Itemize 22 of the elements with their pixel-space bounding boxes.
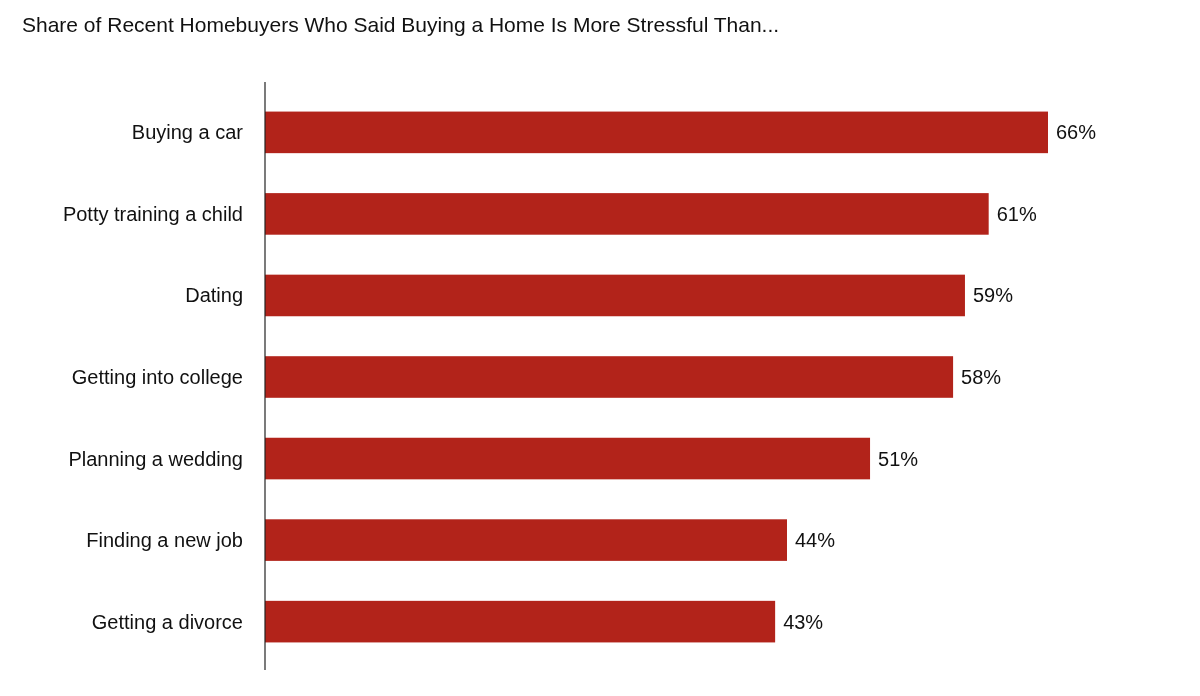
chart-title: Share of Recent Homebuyers Who Said Buying a Home Is More Stressful Than... [22,13,780,36]
data-label: 61% [996,202,1037,225]
data-label: 58% [961,366,1002,388]
bar [265,356,954,398]
bar [265,437,871,480]
y-tick-label: Buying a car [131,121,244,144]
data-label: 51% [878,447,919,470]
y-tick-label: Getting into college [71,366,243,388]
bar [265,600,776,643]
y-tick-label: Finding a new job [86,529,243,552]
y-tick-label: Dating [185,284,243,307]
data-label: 59% [972,284,1014,307]
y-tick-label: Getting a divorce [91,610,243,633]
data-label: 44% [795,529,836,552]
data-label: 43% [783,610,824,633]
bar [265,193,989,235]
bar [265,111,1048,154]
y-tick-label: Potty training a child [62,202,243,225]
bar [265,274,965,317]
y-tick-label: Planning a wedding [68,447,243,470]
data-label: 66% [1056,121,1097,144]
bar [265,519,787,561]
